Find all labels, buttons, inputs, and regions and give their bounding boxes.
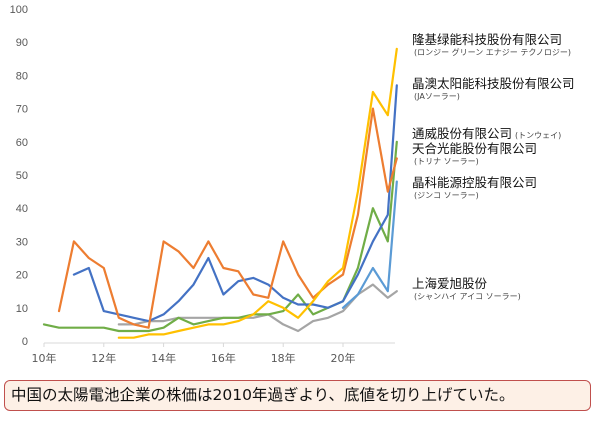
y-tick-label: 0 [22, 336, 28, 348]
legend-sublabel: (ジンコ ソーラー) [414, 191, 479, 200]
x-tick-label: 20年 [331, 351, 356, 365]
legend-label: 天合光能股份有限公司 [412, 141, 538, 156]
x-tick-label: 18年 [271, 351, 296, 365]
y-tick-label: 90 [16, 37, 28, 49]
legend-jinko: 晶科能源控股有限公司 (ジンコ ソーラー) [412, 175, 537, 201]
legend-label: 上海爱旭股份 [412, 276, 488, 291]
y-tick-label: 80 [16, 70, 28, 82]
legend-sublabel: (ロンジー グリーン エナジー テクノロジー) [414, 48, 571, 57]
series-line [42, 140, 398, 333]
x-tick-label: 12年 [91, 351, 116, 365]
series-line [117, 47, 398, 339]
legend-sublabel: (トンウェイ) [515, 131, 562, 140]
y-tick-label: 100 [10, 4, 28, 16]
series-line [57, 107, 398, 329]
legend-tongwei: 通威股份有限公司 (トンウェイ) [412, 126, 561, 143]
legend-label: 隆基绿能科技股份有限公司 [412, 32, 563, 47]
y-tick-label: 10 [16, 303, 28, 315]
legend-label: 晶澳太阳能科技股份有限公司 [412, 76, 575, 91]
y-tick-label: 50 [16, 170, 28, 182]
legend-sublabel: (JAソーラー) [414, 92, 460, 101]
legend-ja-solar: 晶澳太阳能科技股份有限公司 (JAソーラー) [412, 76, 575, 102]
legend-label: 晶科能源控股有限公司 [412, 175, 538, 190]
series-layer [42, 47, 398, 339]
y-tick-label: 30 [16, 236, 28, 248]
series-line [117, 283, 398, 333]
x-tick-label: 10年 [32, 351, 57, 365]
legend-sublabel: (トリナ ソーラー) [414, 157, 479, 166]
legend-longi: 隆基绿能科技股份有限公司 (ロンジー グリーン エナジー テクノロジー) [412, 32, 571, 58]
legend-aiko: 上海爱旭股份 (シャンハイ アイコ ソーラー) [412, 276, 521, 302]
caption-text: 中国の太陽電池企業の株価は2010年過ぎより、底値を切り上げていた。 [11, 386, 515, 404]
legend-label: 通威股份有限公司 [412, 126, 513, 141]
legend-label-row: 通威股份有限公司 (トンウェイ) [412, 126, 561, 143]
y-axis: 0 10 20 30 40 50 60 70 80 90 100 [10, 4, 28, 348]
y-tick-label: 40 [16, 203, 28, 215]
y-tick-label: 70 [16, 104, 28, 116]
x-axis: 10年 12年 14年 16年 18年 20年 [32, 342, 395, 365]
legend-sublabel: (シャンハイ アイコ ソーラー) [414, 292, 521, 301]
legend-trina: 天合光能股份有限公司 (トリナ ソーラー) [412, 141, 537, 167]
x-tick-label: 16年 [211, 351, 236, 365]
y-tick-label: 60 [16, 137, 28, 149]
series-line [72, 84, 398, 323]
y-tick-label: 20 [16, 270, 28, 282]
series-line [341, 180, 398, 309]
line-chart: 0 10 20 30 40 50 60 70 80 90 100 10年 12年 14年 16年 18年 20… [10, 4, 398, 365]
x-tick-label: 14年 [151, 351, 176, 365]
caption-box: 中国の太陽電池企業の株価は2010年過ぎより、底値を切り上げていた。 [4, 380, 591, 411]
